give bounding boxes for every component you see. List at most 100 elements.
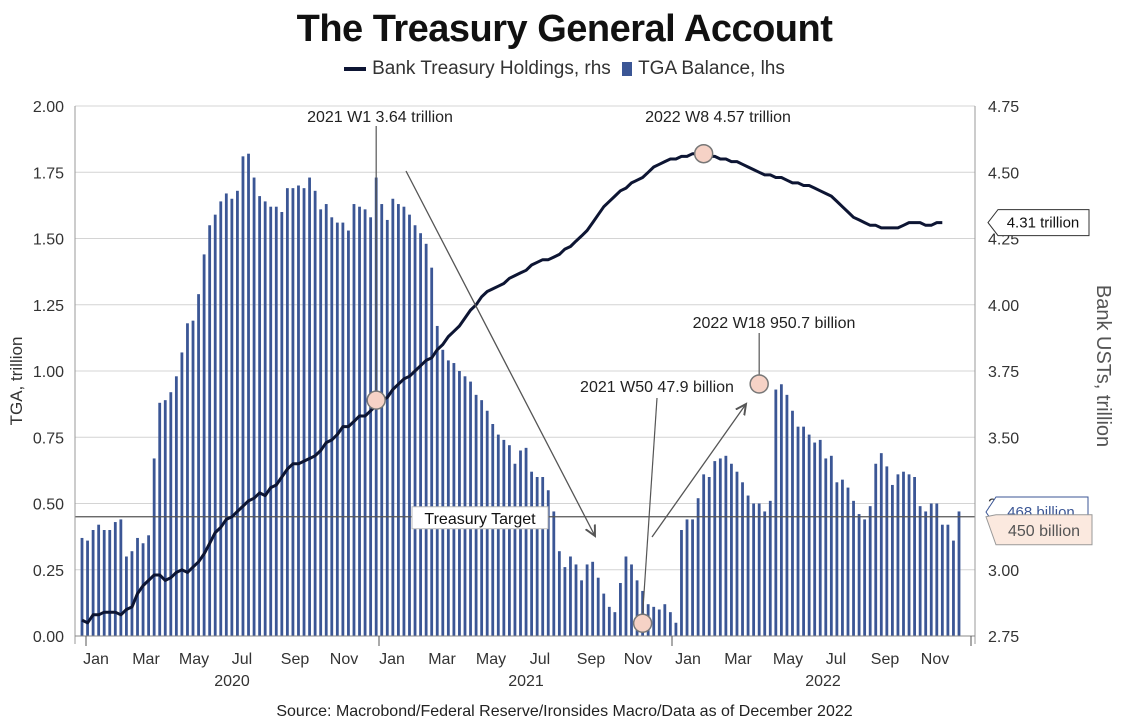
- tga-bar: [713, 461, 717, 636]
- tga-bar: [763, 511, 767, 636]
- tga-bar: [324, 204, 328, 637]
- tga-bar: [308, 177, 311, 637]
- tga-bar: [191, 320, 195, 636]
- tga-bar: [707, 477, 711, 636]
- tga-bar: [291, 188, 295, 636]
- rise-arrow: [651, 404, 746, 538]
- bank-ust-line: [81, 152, 943, 625]
- y-left-tick-label: 2.00: [33, 99, 64, 116]
- tga-bars: [80, 153, 961, 637]
- annotation-leader: [642, 397, 658, 615]
- y-left-tick-label: 0.25: [33, 563, 64, 580]
- annotation-marker: [366, 390, 386, 410]
- tga-bar: [607, 606, 611, 636]
- x-month-label: Mar: [428, 651, 456, 668]
- tga-bar: [846, 487, 850, 636]
- x-year-label: 2021: [508, 673, 544, 690]
- x-month-label: Jul: [530, 651, 550, 668]
- tga-bar: [796, 426, 800, 636]
- tga-bar: [408, 214, 411, 636]
- tga-bar: [413, 225, 417, 636]
- tga-bar: [635, 580, 639, 636]
- tga-bar: [863, 519, 867, 636]
- tga-bar: [791, 410, 794, 636]
- tga-bar: [186, 323, 189, 636]
- tga-bar: [685, 519, 689, 636]
- tga-bar: [335, 222, 339, 636]
- tga-bar: [341, 222, 345, 636]
- treasury-target-label: Treasury Target: [424, 511, 536, 528]
- tga-bar: [741, 482, 744, 636]
- tga-bar: [874, 463, 878, 636]
- y-left-axis-title: TGA, trillion: [7, 337, 26, 426]
- tga-bar: [785, 394, 789, 636]
- tga-bar: [158, 402, 162, 636]
- y-left-tick-label: 1.50: [33, 232, 64, 249]
- tga-bar: [163, 400, 167, 636]
- tga-bar: [569, 556, 572, 636]
- tga-bar: [652, 606, 656, 636]
- tga-bar: [807, 434, 811, 636]
- tga-bar: [297, 185, 300, 636]
- treasury-target-box: [411, 506, 549, 530]
- tga-bar: [252, 177, 256, 637]
- treasury-target-line: Treasury Target: [75, 506, 975, 530]
- end-label-text: 450 billion: [1008, 523, 1080, 540]
- tga-bar: [585, 564, 589, 636]
- tga-bar: [596, 577, 600, 636]
- tga-bar: [502, 439, 506, 636]
- tga-bar: [879, 453, 883, 636]
- tga-bar: [507, 445, 511, 636]
- tga-bar: [97, 524, 101, 636]
- tga-bar: [385, 219, 389, 636]
- tga-bar: [496, 434, 500, 636]
- y-right-tick-label: 3.75: [988, 364, 1019, 381]
- legend-bar-swatch: [622, 61, 633, 76]
- x-month-label: Jul: [826, 651, 846, 668]
- tga-bar: [746, 495, 750, 636]
- tga-bar: [152, 458, 156, 636]
- chart-title: The Treasury General Account: [296, 8, 833, 50]
- tga-bar: [280, 212, 284, 636]
- decline-arrow: [405, 170, 595, 536]
- tga-bar: [452, 363, 456, 636]
- tga-bar: [657, 609, 661, 636]
- tga-bar: [80, 537, 84, 636]
- tga-bar: [924, 511, 928, 636]
- tga-bar: [680, 530, 683, 636]
- tga-bar: [541, 477, 545, 636]
- tga-bar: [258, 196, 262, 636]
- y-right-tick-label: 3.50: [988, 430, 1019, 447]
- x-month-label: Jan: [83, 651, 109, 668]
- y-left-tick-label: 1.25: [33, 298, 64, 315]
- tga-bar: [824, 458, 828, 636]
- tga-bar: [718, 458, 722, 636]
- y-right-tick-label: 4.00: [988, 298, 1019, 315]
- tga-bar: [835, 482, 839, 636]
- tga-bar: [724, 455, 728, 636]
- tga-bar: [319, 209, 323, 636]
- tga-bar: [174, 376, 178, 636]
- x-year-label: 2020: [214, 673, 250, 690]
- tga-bar: [907, 474, 911, 636]
- legend-bar-label: TGA Balance, lhs: [638, 58, 785, 79]
- tga-bar: [946, 524, 950, 636]
- tga-bar: [141, 543, 145, 636]
- tga-bar: [602, 593, 606, 636]
- tga-bar: [929, 503, 933, 636]
- tga-bar: [424, 243, 428, 637]
- x-month-label: Mar: [132, 651, 160, 668]
- tga-bar: [197, 294, 200, 636]
- y-left-tick-label: 1.00: [33, 364, 64, 381]
- tga-bar: [702, 474, 706, 636]
- tga-bar: [130, 551, 134, 636]
- tga-bar: [935, 503, 939, 636]
- tga-bar: [757, 503, 761, 636]
- y-right-tick-label: 2.75: [988, 629, 1019, 646]
- tga-bar: [802, 426, 805, 636]
- tga-bar: [752, 503, 756, 636]
- tga-bar: [91, 530, 95, 636]
- tga-bar: [402, 206, 406, 636]
